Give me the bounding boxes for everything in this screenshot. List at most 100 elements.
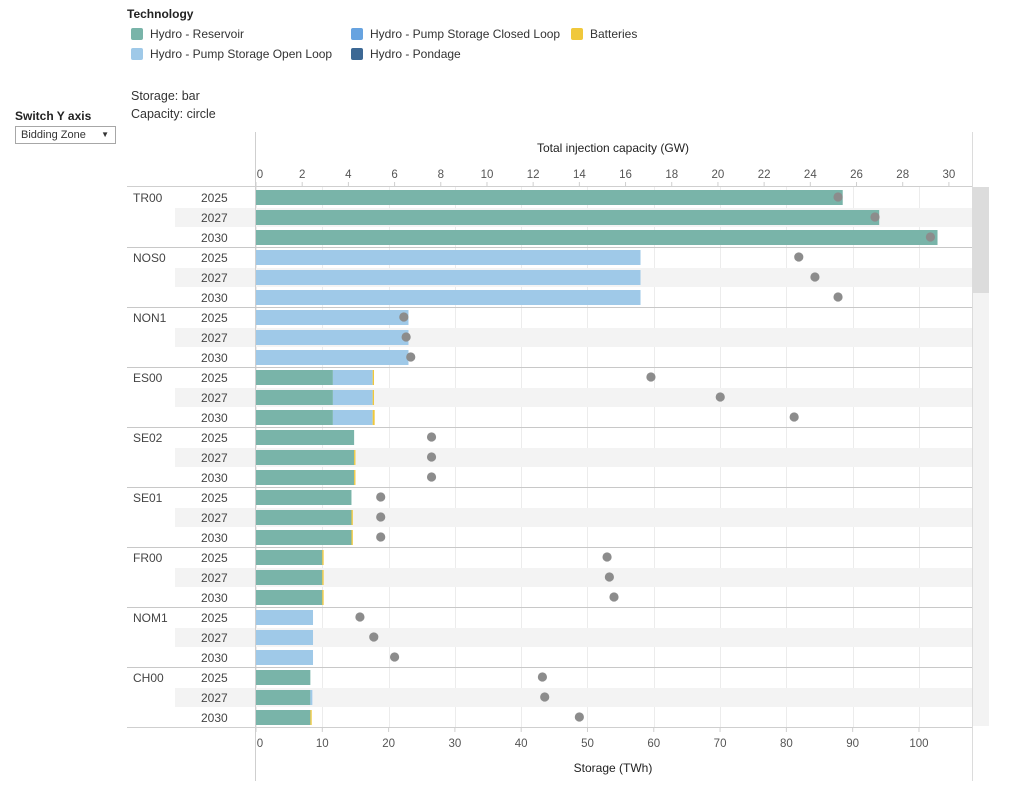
top-axis-tick-label: 12: [527, 169, 540, 181]
year-label: 2027: [201, 331, 228, 345]
bottom-axis-tick-label: 40: [515, 738, 528, 750]
year-label: 2030: [201, 531, 228, 545]
top-axis-tick-label: 30: [943, 169, 956, 181]
legend-item-pump-storage-closed-loop[interactable]: Hydro - Pump Storage Closed Loop: [351, 26, 560, 42]
capacity-marker: [426, 472, 437, 482]
zone-label: SE01: [133, 491, 163, 505]
legend-swatch-hydro-pondage: [351, 48, 363, 60]
storage-bar-segment: [256, 290, 641, 305]
capacity-marker: [794, 252, 804, 262]
row-band: [175, 448, 972, 467]
bottom-axis-tick-label: 100: [909, 738, 928, 750]
storage-bar-segment: [256, 430, 355, 445]
year-label: 2025: [201, 611, 228, 625]
capacity-marker: [376, 532, 386, 542]
legend-item-hydro-pondage[interactable]: Hydro - Pondage: [351, 46, 461, 62]
scrollbar-thumb[interactable]: [973, 187, 989, 293]
year-label: 2030: [201, 351, 228, 365]
storage-bar-segment: [332, 390, 373, 405]
storage-bar-segment: [332, 370, 373, 385]
year-label: 2025: [201, 311, 228, 325]
year-label: 2027: [201, 451, 228, 465]
capacity-marker: [604, 572, 614, 582]
top-axis-tick-label: 28: [896, 169, 909, 181]
y-axis-dropdown-value: Bidding Zone: [21, 129, 86, 141]
legend-label: Hydro - Pump Storage Open Loop: [150, 47, 333, 61]
bottom-axis-tick-label: 10: [316, 738, 329, 750]
chevron-down-icon: ▼: [101, 130, 109, 139]
year-label: 2030: [201, 711, 228, 725]
top-axis-tick-label: 6: [391, 169, 397, 181]
storage-bar-segment: [256, 510, 352, 525]
legend-swatch-hydro-reservoir: [131, 28, 143, 40]
y-axis-dropdown[interactable]: Bidding Zone ▼: [15, 126, 116, 144]
storage-bar-segment: [322, 550, 324, 565]
storage-bar-segment: [256, 590, 323, 605]
bottom-axis-title: Storage (TWh): [574, 761, 653, 775]
legend-title: Technology: [127, 7, 194, 21]
year-label: 2030: [201, 231, 228, 245]
zone-label: NOM1: [133, 611, 168, 625]
year-label: 2025: [201, 251, 228, 265]
legend-label: Hydro - Pondage: [370, 47, 461, 61]
legend-item-hydro-reservoir[interactable]: Hydro - Reservoir: [131, 26, 244, 42]
year-label: 2025: [201, 191, 228, 205]
year-label: 2025: [201, 551, 228, 565]
capacity-marker: [833, 192, 843, 202]
zone-label: TR00: [133, 191, 163, 205]
vertical-scrollbar[interactable]: [973, 187, 989, 726]
storage-bar-segment: [354, 470, 356, 485]
storage-bar-segment: [351, 510, 353, 525]
storage-bar-segment: [372, 410, 375, 425]
legend-label: Hydro - Pump Storage Closed Loop: [370, 27, 561, 41]
capacity-marker: [406, 352, 416, 362]
capacity-marker: [426, 432, 437, 442]
bottom-axis-tick-label: 50: [581, 738, 594, 750]
year-label: 2025: [201, 671, 228, 685]
bottom-axis-tick-label: 60: [647, 738, 660, 750]
year-label: 2030: [201, 411, 228, 425]
capacity-marker: [376, 512, 386, 522]
storage-bar-segment: [256, 250, 641, 265]
storage-note: Storage: bar: [131, 89, 200, 103]
legend-item-batteries[interactable]: Batteries: [571, 26, 637, 42]
capacity-marker: [574, 712, 584, 722]
capacity-marker: [609, 592, 619, 602]
capacity-marker: [646, 372, 656, 382]
top-axis-tick-label: 2: [299, 169, 305, 181]
capacity-marker: [810, 272, 820, 282]
storage-bar-segment: [256, 610, 314, 625]
zone-label: ES00: [133, 371, 163, 385]
top-axis-tick-label: 26: [850, 169, 863, 181]
top-axis-tick-label: 8: [438, 169, 444, 181]
storage-bar-segment: [322, 590, 324, 605]
storage-bar-segment: [256, 310, 409, 325]
top-axis-tick-label: 24: [804, 169, 817, 181]
capacity-marker: [870, 212, 880, 222]
legend-label: Hydro - Reservoir: [150, 27, 245, 41]
year-label: 2025: [201, 491, 228, 505]
row-band: [175, 688, 972, 707]
storage-bar-segment: [256, 490, 352, 505]
top-axis-tick-label: 20: [712, 169, 725, 181]
storage-bar-segment: [256, 190, 843, 205]
top-axis-tick-label: 14: [573, 169, 586, 181]
year-label: 2030: [201, 591, 228, 605]
year-label: 2027: [201, 211, 228, 225]
capacity-marker: [376, 492, 386, 502]
legend-item-pump-storage-open-loop[interactable]: Hydro - Pump Storage Open Loop: [131, 46, 332, 62]
capacity-marker: [389, 652, 400, 662]
bottom-axis-tick-label: 20: [382, 738, 395, 750]
zone-label: NOS0: [133, 251, 166, 265]
bottom-axis-tick-label: 70: [714, 738, 727, 750]
year-label: 2025: [201, 371, 228, 385]
storage-bar-segment: [332, 410, 373, 425]
capacity-marker: [369, 632, 379, 642]
top-axis-title: Total injection capacity (GW): [537, 141, 689, 155]
storage-bar-segment: [256, 670, 311, 685]
storage-bar-segment: [351, 530, 353, 545]
storage-bar-segment: [256, 650, 314, 665]
top-axis-tick-label: 0: [257, 169, 263, 181]
storage-bar-segment: [256, 450, 355, 465]
